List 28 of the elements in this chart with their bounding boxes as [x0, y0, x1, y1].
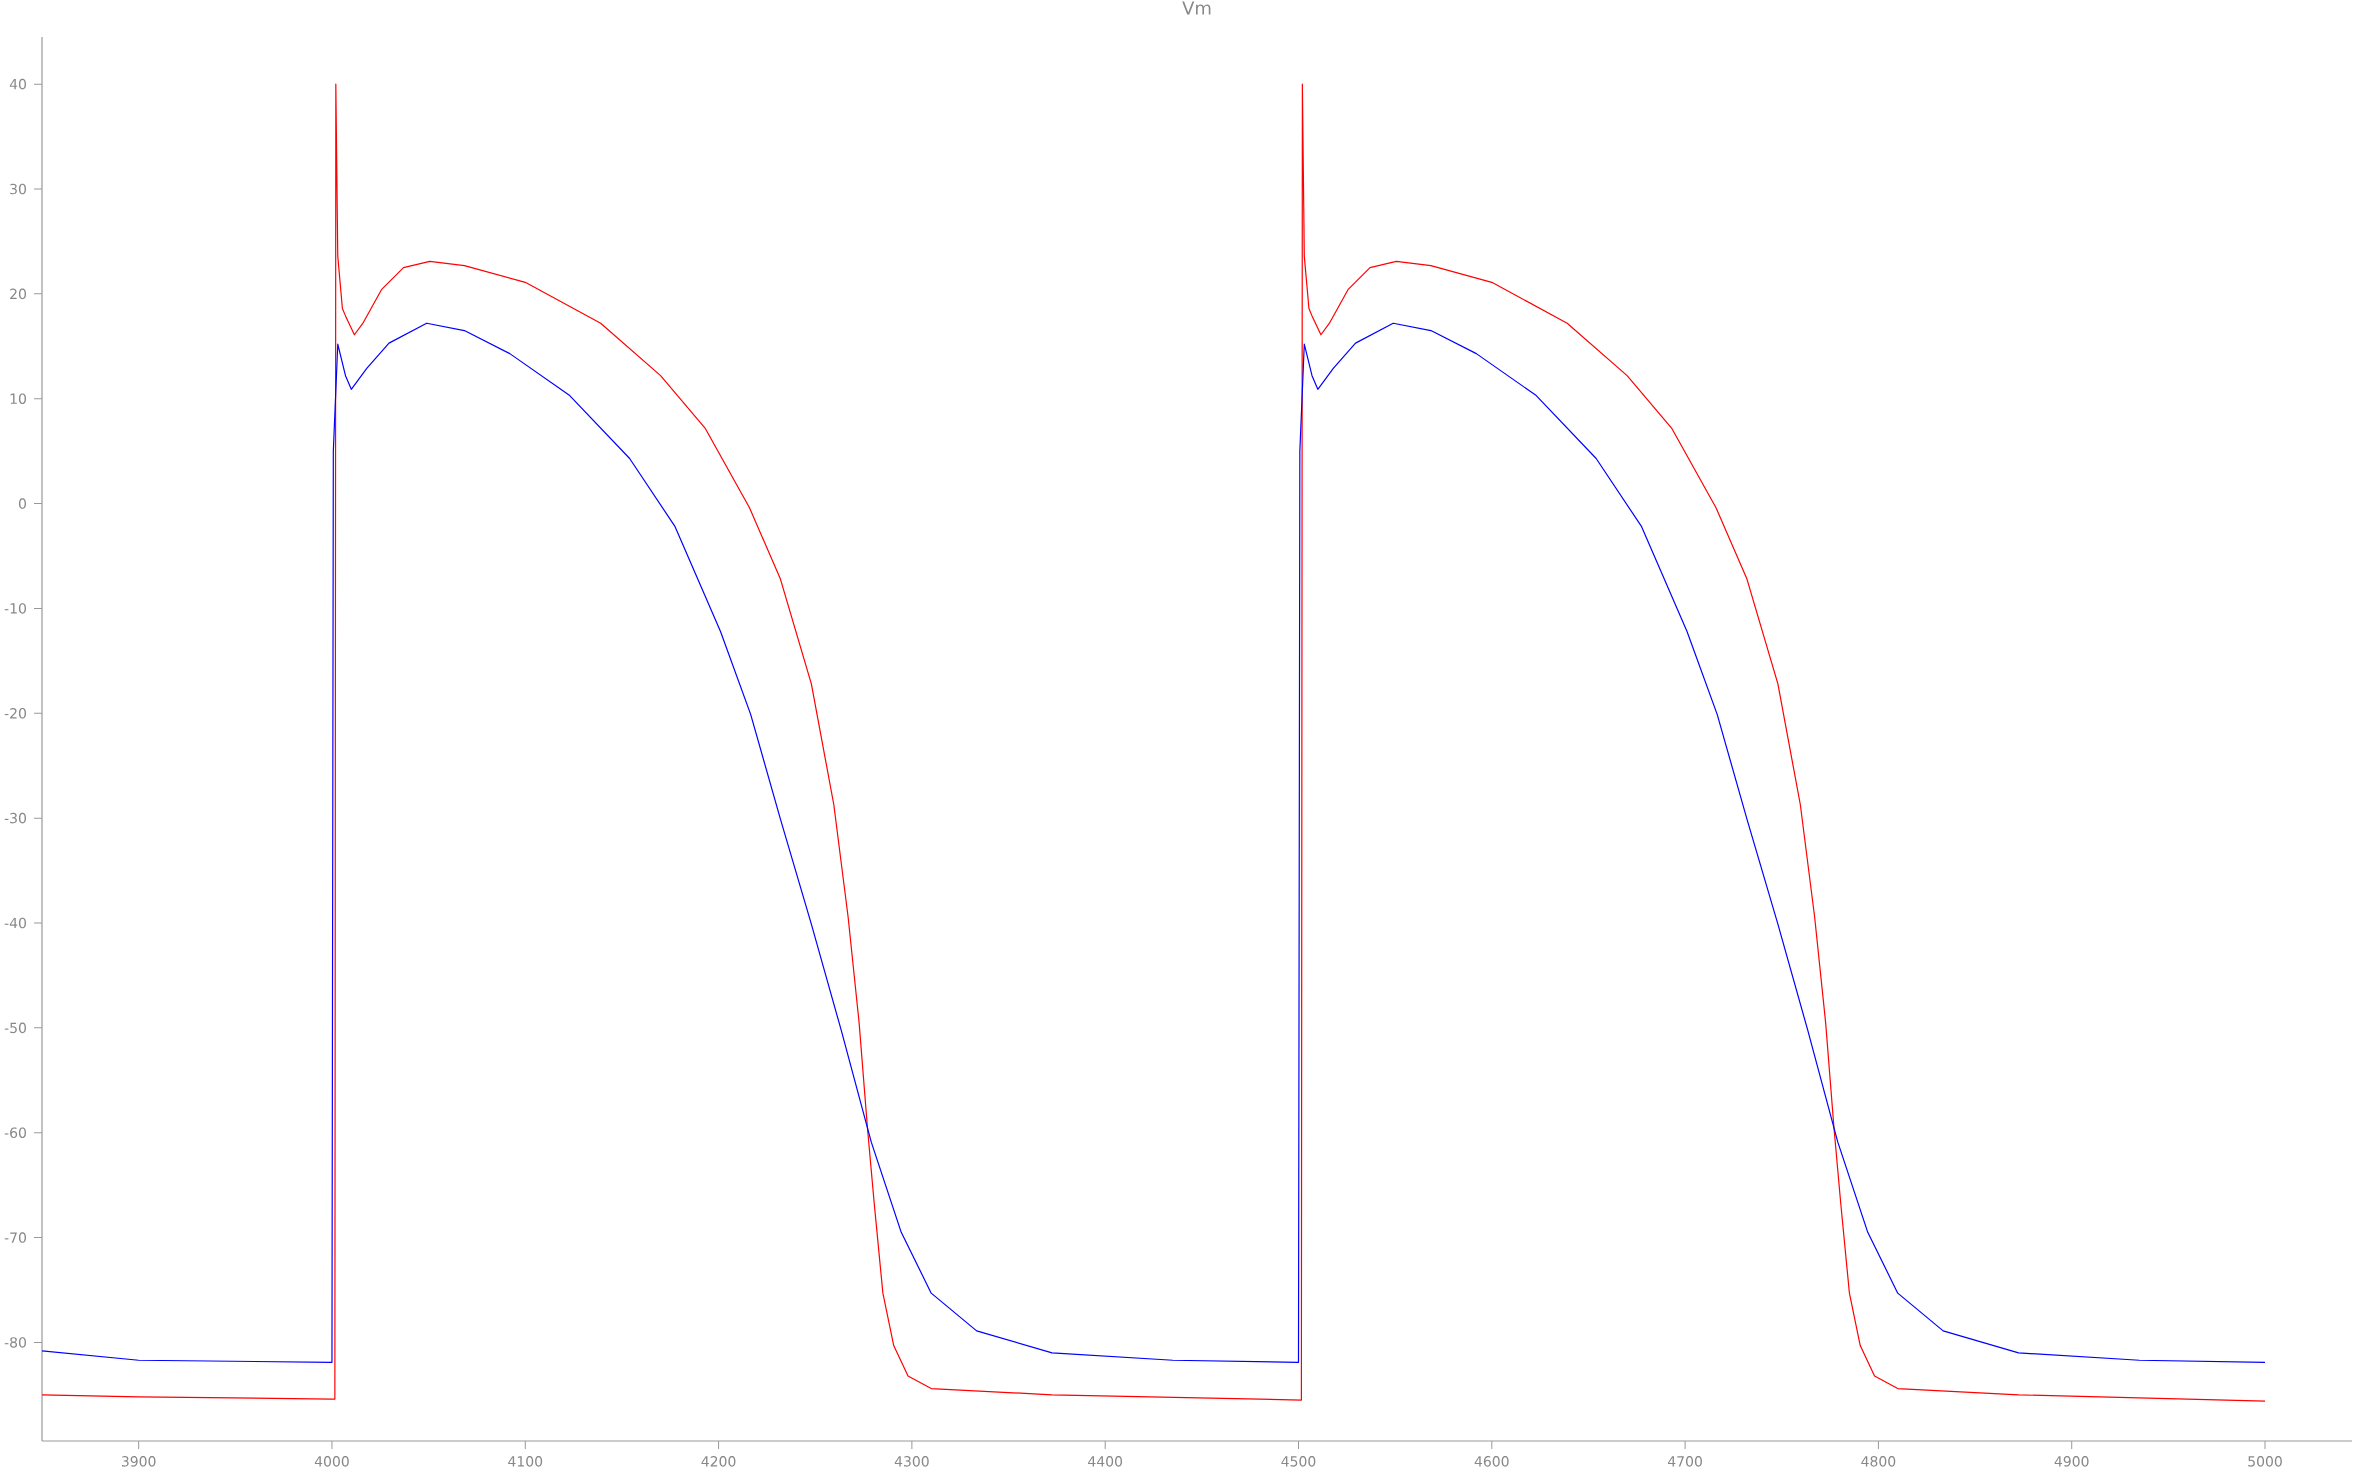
x-tick-label: 4000: [314, 1456, 349, 1467]
x-tick-label: 4500: [1281, 1456, 1316, 1467]
y-tick-label: -40: [4, 917, 26, 929]
y-tick-label: -80: [4, 1337, 26, 1348]
x-tick-label: 4100: [508, 1456, 543, 1467]
y-tick-label: -10: [4, 603, 26, 614]
y-tick-label: 20: [10, 288, 26, 300]
x-tick-label: 4400: [1088, 1456, 1123, 1467]
x-tick-label: 4200: [701, 1456, 736, 1467]
x-tick-label: 4700: [1667, 1456, 1702, 1467]
y-tick-label: 0: [18, 498, 26, 509]
x-tick-label: 4800: [1861, 1456, 1896, 1467]
y-tick-label: 30: [10, 183, 26, 195]
y-tick-label: -70: [4, 1232, 26, 1243]
chart-title: Vm: [1182, 1, 1211, 15]
y-tick-label: -60: [4, 1127, 26, 1138]
x-tick-label: 5000: [2248, 1456, 2282, 1467]
y-tick-label: -50: [4, 1022, 26, 1034]
x-tick-label: 4300: [894, 1456, 929, 1467]
y-tick-label: -30: [4, 812, 26, 824]
y-tick-label: -20: [4, 708, 26, 719]
y-tick-label: 10: [10, 393, 26, 404]
x-tick-label: 3900: [121, 1456, 156, 1467]
x-tick-label: 4600: [1474, 1456, 1509, 1467]
x-tick-label: 4900: [2054, 1456, 2089, 1467]
y-tick-label: 40: [9, 78, 26, 90]
line-series: [42, 83, 2266, 1402]
line-series: [42, 322, 2266, 1363]
